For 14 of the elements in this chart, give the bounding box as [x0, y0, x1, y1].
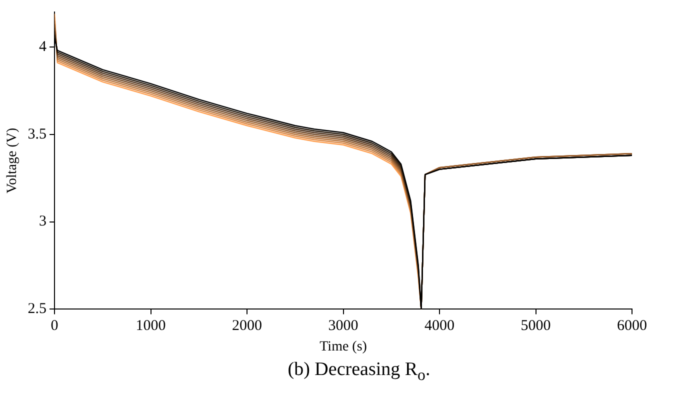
y-axis-title: Voltage (V) [5, 128, 20, 194]
x-tick-label: 1000 [136, 318, 166, 334]
x-tick-label: 3000 [328, 318, 358, 334]
y-tick-label: 4 [39, 38, 48, 55]
x-tick-label: 0 [50, 318, 58, 334]
y-tick-label: 2.5 [28, 301, 47, 318]
x-tick-label: 2000 [232, 318, 262, 334]
text: (b) Decreasing R$_{o}$. [286, 359, 432, 385]
y-tick-label: 3 [39, 214, 47, 230]
x-tick-label: 5000 [520, 318, 551, 334]
x-tick-label: 6000 [617, 318, 647, 334]
x-tick-label: 4000 [424, 318, 455, 334]
y-tick-label: 3.5 [28, 126, 47, 142]
x-axis-title: Time (s) [320, 339, 368, 354]
